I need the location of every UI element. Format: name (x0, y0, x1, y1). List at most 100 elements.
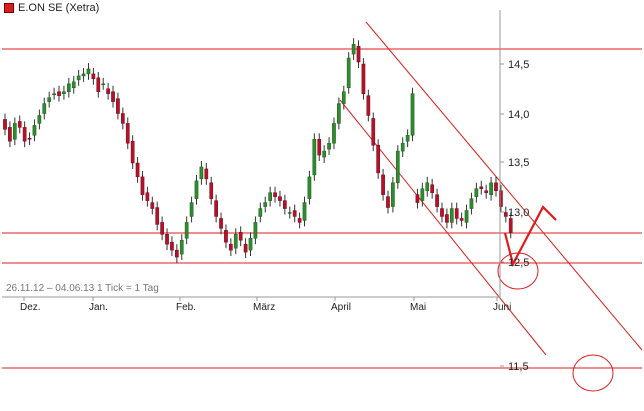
candle-43 (214, 194, 218, 223)
candle-34 (170, 236, 174, 257)
candle-45 (224, 224, 228, 249)
candle-13 (66, 77, 71, 98)
candle-32 (160, 216, 164, 241)
candle-16 (81, 67, 86, 82)
candle-60 (297, 212, 302, 229)
candle-body (415, 194, 420, 203)
candle-body (351, 43, 356, 55)
candle-body (273, 192, 277, 197)
candle-71 (351, 38, 356, 61)
candle-25 (125, 117, 130, 150)
candle-73 (361, 58, 366, 100)
candle-4 (22, 121, 27, 148)
candle-body (233, 234, 238, 249)
candle-body (263, 202, 268, 207)
candle-body (101, 83, 106, 86)
candle-44 (219, 212, 223, 235)
candle-0 (3, 113, 7, 136)
candle-28 (140, 170, 145, 201)
candle-56 (278, 190, 282, 207)
candle-body (32, 125, 37, 136)
candle-93 (459, 212, 464, 227)
candle-body (194, 180, 199, 199)
target-circle-lower (572, 354, 614, 392)
candle-94 (464, 204, 469, 229)
candle-body (3, 119, 7, 130)
target-circle-upper (497, 252, 539, 290)
candle-body (356, 45, 361, 63)
candle-body (175, 249, 179, 258)
candle-18 (91, 67, 96, 85)
candle-29 (145, 186, 150, 207)
candle-body (464, 210, 469, 223)
candle-78 (386, 190, 390, 214)
candle-body (341, 91, 346, 104)
candle-62 (307, 170, 312, 205)
candle-body (224, 230, 228, 243)
candle-5 (27, 132, 32, 146)
candle-42 (209, 176, 214, 205)
candle-39 (194, 174, 199, 205)
candle-body (170, 241, 174, 251)
candle-body (508, 218, 513, 233)
candle-body (346, 57, 351, 89)
candle-31 (155, 201, 160, 231)
candle-103 (508, 212, 513, 239)
candle-body (391, 182, 395, 207)
candle-body (57, 91, 61, 96)
chart-legend: E.ON SE (Xetra) (4, 2, 99, 14)
candle-body (278, 196, 282, 201)
candle-body (322, 150, 326, 158)
candle-body (366, 95, 371, 116)
candle-body (248, 237, 253, 251)
candle-body (410, 93, 415, 136)
candle-100 (494, 176, 498, 197)
candle-91 (449, 202, 454, 229)
candle-46 (229, 238, 233, 257)
candle-84 (415, 188, 420, 209)
candle-92 (454, 202, 459, 225)
candle-body (189, 202, 194, 217)
legend-label: E.ON SE (Xetra) (18, 2, 100, 14)
candle-body (332, 123, 336, 144)
candle-102 (503, 206, 508, 223)
x-tick-label: Mai (410, 302, 426, 313)
candle-48 (238, 226, 243, 247)
candle-82 (405, 129, 410, 148)
candle-body (381, 174, 385, 195)
candle-88 (435, 188, 439, 213)
candle-body (179, 239, 184, 255)
candle-body (327, 142, 331, 150)
candle-body (12, 123, 17, 140)
candle-body (22, 127, 27, 142)
candle-19 (96, 71, 101, 98)
candle-95 (469, 192, 474, 215)
candle-body (37, 115, 42, 124)
candle-body (307, 176, 312, 199)
candle-11 (57, 85, 61, 102)
candle-24 (120, 107, 125, 130)
candle-body (287, 212, 292, 214)
channel-lower-line (339, 99, 547, 356)
candle-33 (165, 228, 169, 251)
candle-7 (37, 109, 42, 130)
candle-41 (204, 163, 209, 185)
candle-17 (86, 63, 91, 80)
candle-76 (376, 139, 381, 179)
candle-body (27, 138, 32, 140)
candle-body (106, 88, 110, 94)
x-tick-label: April (331, 302, 351, 313)
x-tick-label: Dez. (20, 302, 41, 313)
candle-layer (3, 38, 513, 263)
candle-89 (440, 202, 444, 223)
candle-body (76, 75, 81, 81)
candle-body (81, 73, 86, 77)
candle-body (160, 222, 164, 235)
candle-body (445, 214, 449, 223)
candle-83 (410, 87, 415, 142)
candle-67 (332, 117, 336, 150)
candle-55 (273, 186, 277, 203)
candle-body (96, 77, 101, 92)
candle-21 (106, 82, 110, 100)
